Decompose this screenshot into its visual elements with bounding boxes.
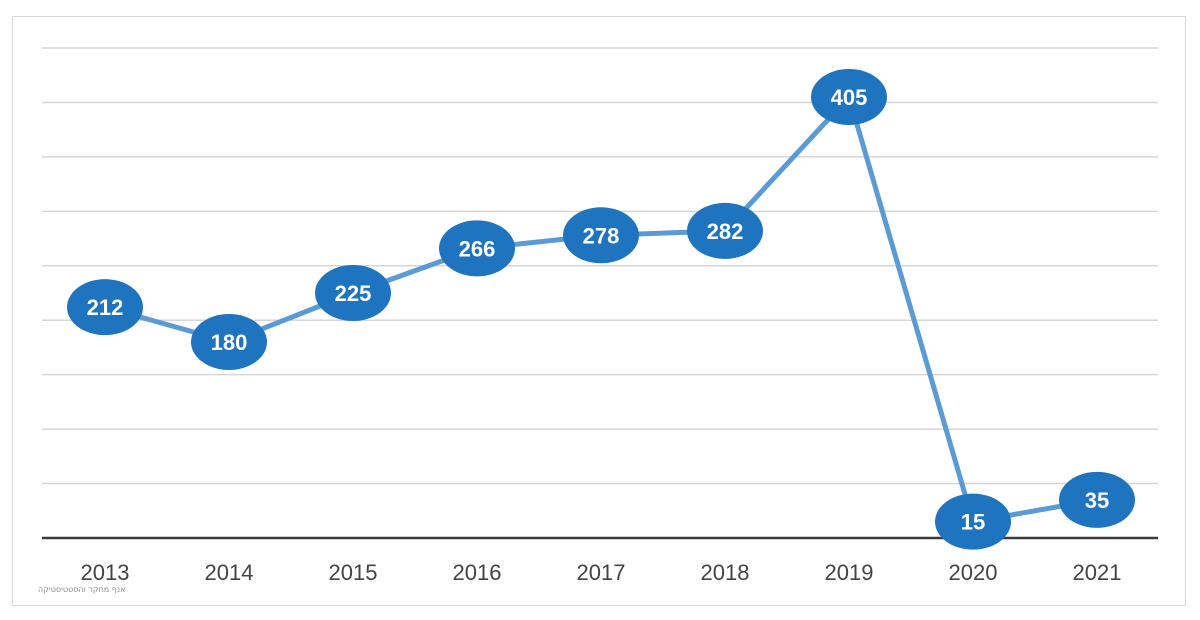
data-label: 15 <box>961 510 985 535</box>
x-tick-label: 2021 <box>1073 560 1122 585</box>
data-marker <box>191 314 267 370</box>
x-tick-label: 2018 <box>701 560 750 585</box>
data-marker <box>563 207 639 264</box>
data-label: 35 <box>1085 488 1109 513</box>
x-tick-label: 2020 <box>949 560 998 585</box>
data-label: 278 <box>583 223 620 248</box>
data-point: 15 <box>935 493 1011 550</box>
data-point: 405 <box>811 69 887 125</box>
data-label: 212 <box>87 295 124 320</box>
gridlines <box>42 47 1158 485</box>
data-label: 405 <box>831 85 868 110</box>
data-label: 266 <box>459 236 496 261</box>
data-point: 35 <box>1059 471 1135 528</box>
series-line <box>102 94 1100 525</box>
x-axis-ticks: 2013 2014 2015 2016 2017 2018 2019 2020 2021 <box>81 560 1122 585</box>
x-tick-label: 2014 <box>205 560 254 585</box>
x-tick-label: 2019 <box>825 560 874 585</box>
data-marker <box>687 202 763 259</box>
data-markers: 212 180 225 266 278 282 405 15 35 <box>67 69 1135 550</box>
x-tick-label: 2015 <box>329 560 378 585</box>
data-label: 225 <box>335 281 372 306</box>
data-marker <box>67 279 143 336</box>
data-point: 278 <box>563 207 639 264</box>
data-marker <box>1059 471 1135 528</box>
x-tick-label: 2013 <box>81 560 130 585</box>
source-note: אנף מחקר והסטטיסטיקה <box>38 585 126 594</box>
data-marker <box>439 220 515 277</box>
data-label: 180 <box>211 330 248 355</box>
data-marker <box>935 493 1011 550</box>
data-marker <box>315 265 391 321</box>
data-marker <box>811 69 887 125</box>
x-tick-label: 2017 <box>577 560 626 585</box>
data-point: 282 <box>687 202 763 259</box>
data-point: 212 <box>67 279 143 336</box>
data-point: 180 <box>191 314 267 370</box>
x-tick-label: 2016 <box>453 560 502 585</box>
data-point: 225 <box>315 265 391 321</box>
data-point: 266 <box>439 220 515 277</box>
data-label: 282 <box>707 219 744 244</box>
